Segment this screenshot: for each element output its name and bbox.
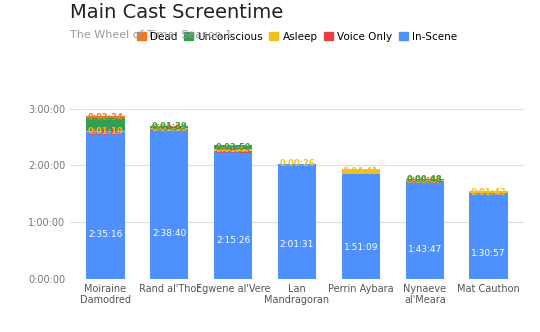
Bar — [86, 118, 125, 131]
Bar — [278, 164, 316, 279]
Text: 2:15:26: 2:15:26 — [216, 236, 250, 245]
Text: 1:43:47: 1:43:47 — [408, 245, 442, 254]
Bar — [469, 193, 508, 279]
Text: 0:03:59: 0:03:59 — [215, 143, 251, 152]
Text: 0:01:19: 0:01:19 — [87, 127, 123, 136]
Bar — [214, 145, 252, 149]
Text: 1:30:57: 1:30:57 — [471, 249, 506, 258]
Text: 0:00:47: 0:00:47 — [407, 176, 443, 185]
Bar — [150, 127, 188, 129]
Text: 0:02:34: 0:02:34 — [87, 113, 123, 122]
Text: 0:00:26: 0:00:26 — [279, 159, 315, 168]
Text: 0:00:03: 0:00:03 — [407, 176, 442, 185]
Text: 0:01:43: 0:01:43 — [471, 188, 507, 197]
Legend: Dead, Unconscious, Asleep, Voice Only, In-Scene: Dead, Unconscious, Asleep, Voice Only, I… — [132, 28, 462, 46]
Text: 0:00:11: 0:00:11 — [215, 146, 251, 155]
Bar — [342, 174, 380, 279]
Bar — [86, 132, 125, 279]
Text: 2:38:40: 2:38:40 — [152, 229, 186, 238]
Bar — [342, 169, 380, 174]
Bar — [406, 179, 444, 180]
Text: 2:35:16: 2:35:16 — [88, 230, 123, 239]
Text: 0:01:39: 0:01:39 — [151, 123, 187, 131]
Bar — [214, 149, 252, 151]
Text: 0:13:13: 0:13:13 — [87, 120, 123, 129]
Text: Main Cast Screentime: Main Cast Screentime — [70, 3, 284, 22]
Bar — [86, 131, 125, 132]
Text: 0:00:48: 0:00:48 — [407, 175, 443, 184]
Text: 0:04:41: 0:04:41 — [343, 167, 379, 176]
Bar — [469, 191, 508, 193]
Text: 0:00:07: 0:00:07 — [87, 127, 123, 136]
Bar — [150, 126, 188, 127]
Bar — [406, 181, 444, 279]
Bar — [214, 151, 252, 279]
Text: 1:51:09: 1:51:09 — [343, 243, 378, 252]
Text: 0:00:04: 0:00:04 — [151, 124, 187, 133]
Text: 2:01:31: 2:01:31 — [280, 240, 314, 249]
Text: 0:01:47: 0:01:47 — [215, 145, 251, 154]
Text: The Wheel of Time, Season 1: The Wheel of Time, Season 1 — [70, 30, 232, 40]
Bar — [406, 180, 444, 181]
Text: 0:01:16: 0:01:16 — [151, 124, 187, 133]
Bar — [150, 129, 188, 279]
Bar — [86, 116, 125, 118]
